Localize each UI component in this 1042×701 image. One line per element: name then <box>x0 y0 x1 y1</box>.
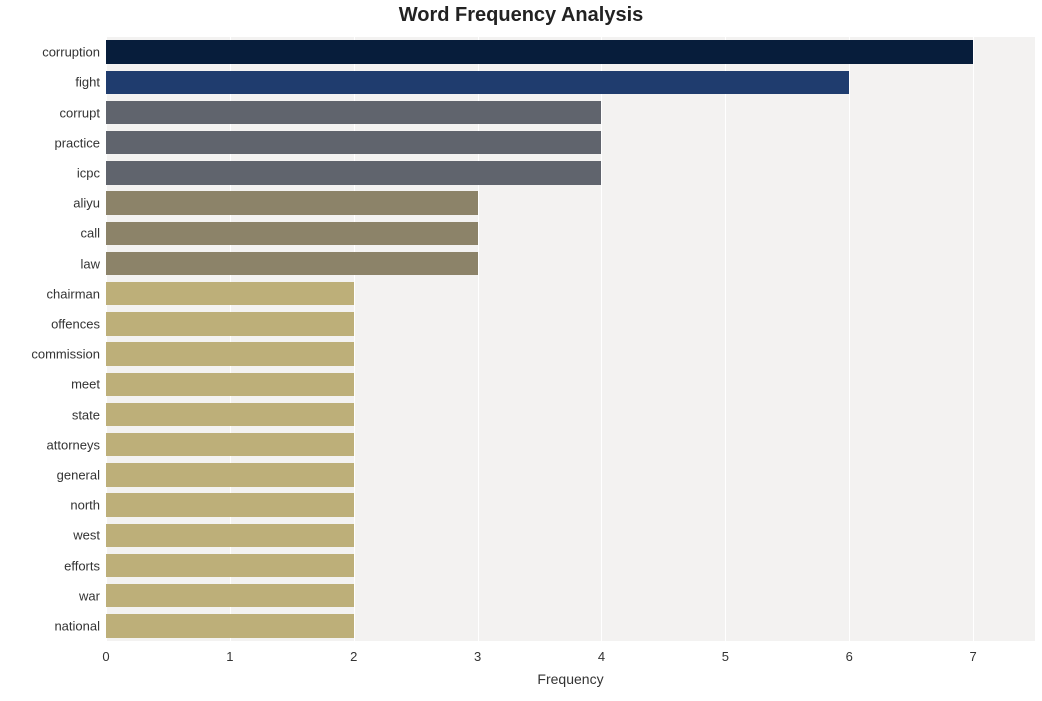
bar-row <box>106 342 1035 366</box>
bar-row <box>106 191 1035 215</box>
bar <box>106 282 354 306</box>
bar-row <box>106 222 1035 246</box>
x-tick-label: 0 <box>102 649 109 664</box>
x-tick-label: 5 <box>722 649 729 664</box>
bar-row <box>106 403 1035 427</box>
bar-row <box>106 524 1035 548</box>
x-tick-label: 7 <box>969 649 976 664</box>
chart-title: Word Frequency Analysis <box>0 4 1042 27</box>
bar <box>106 524 354 548</box>
y-tick-label: efforts <box>64 558 100 573</box>
bar <box>106 463 354 487</box>
bar <box>106 403 354 427</box>
bar-row <box>106 463 1035 487</box>
bar-row <box>106 312 1035 336</box>
bar <box>106 342 354 366</box>
y-tick-label: general <box>57 467 100 482</box>
bar-row <box>106 40 1035 64</box>
bar <box>106 252 478 276</box>
bar <box>106 191 478 215</box>
x-tick-label: 3 <box>474 649 481 664</box>
y-tick-label: aliyu <box>73 196 100 211</box>
y-tick-label: commission <box>31 347 100 362</box>
bar <box>106 554 354 578</box>
bar-row <box>106 433 1035 457</box>
x-axis-label: Frequency <box>537 671 603 687</box>
y-tick-label: west <box>73 528 100 543</box>
bar-row <box>106 554 1035 578</box>
y-tick-label: offences <box>51 316 100 331</box>
y-tick-label: corrupt <box>60 105 100 120</box>
bar-row <box>106 282 1035 306</box>
y-tick-label: practice <box>54 135 100 150</box>
bar <box>106 131 601 155</box>
y-tick-label: war <box>79 588 100 603</box>
bar <box>106 584 354 608</box>
bar <box>106 373 354 397</box>
y-tick-label: call <box>80 226 100 241</box>
y-tick-label: national <box>54 618 100 633</box>
bar <box>106 71 849 95</box>
bars-layer <box>106 37 1035 641</box>
bar-row <box>106 252 1035 276</box>
x-tick-label: 1 <box>226 649 233 664</box>
x-tick-label: 2 <box>350 649 357 664</box>
bar <box>106 101 601 125</box>
bar-row <box>106 101 1035 125</box>
bar-row <box>106 614 1035 638</box>
y-tick-label: state <box>72 407 100 422</box>
bar-row <box>106 493 1035 517</box>
bar-row <box>106 131 1035 155</box>
y-tick-label: north <box>70 498 100 513</box>
y-tick-label: corruption <box>42 45 100 60</box>
chart-root: Word Frequency Analysis corruption fight c… <box>0 0 1042 701</box>
y-tick-label: attorneys <box>47 437 100 452</box>
y-tick-label: law <box>80 256 100 271</box>
bar <box>106 222 478 246</box>
bar <box>106 40 973 64</box>
bar-row <box>106 161 1035 185</box>
bar <box>106 161 601 185</box>
y-tick-label: chairman <box>47 286 100 301</box>
y-tick-label: icpc <box>77 165 100 180</box>
x-tick-label: 6 <box>846 649 853 664</box>
bar <box>106 614 354 638</box>
y-tick-label: meet <box>71 377 100 392</box>
bar <box>106 493 354 517</box>
bar-row <box>106 584 1035 608</box>
bar-row <box>106 373 1035 397</box>
bar <box>106 433 354 457</box>
bar <box>106 312 354 336</box>
y-tick-label: fight <box>75 75 100 90</box>
bar-row <box>106 71 1035 95</box>
x-tick-label: 4 <box>598 649 605 664</box>
plot-area <box>106 37 1035 641</box>
